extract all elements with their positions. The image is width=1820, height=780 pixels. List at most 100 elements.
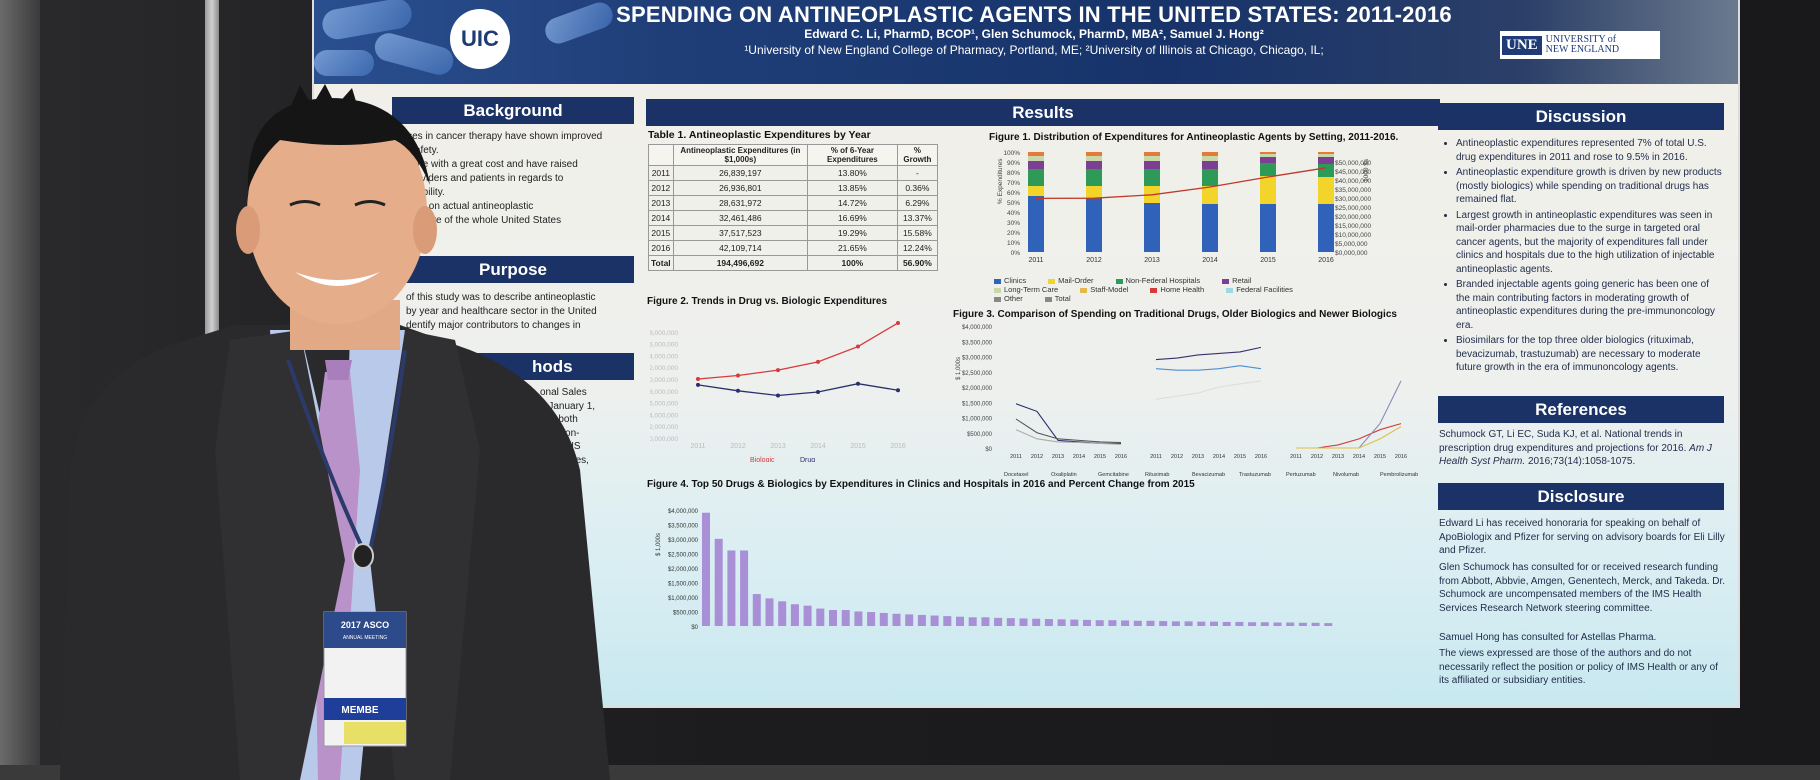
stacked-bar-segment <box>1260 152 1276 154</box>
series-line <box>1296 380 1402 449</box>
y-tick-label: $6,000,000 <box>650 401 678 408</box>
table-header-cell: Antineoplastic Expenditures (in $1,000s) <box>672 144 809 166</box>
x-tick-label: 2016 <box>1115 454 1127 460</box>
table-cell: 26,839,197 <box>672 165 809 181</box>
legend-item: Trastuzumab <box>1239 472 1271 478</box>
table-cell: 100% <box>807 255 898 271</box>
x-tick-label: 2014 <box>1073 454 1085 460</box>
discussion-item: Largest growth in antineoplastic expendi… <box>1456 209 1724 277</box>
y2-tick-label: $0,000,000 <box>1335 250 1368 257</box>
y-tick-label: $3,000,000 <box>668 538 699 544</box>
x-tick-label: 2015 <box>1374 454 1386 460</box>
stacked-bar-segment <box>1086 186 1102 198</box>
y-tick-label: $1,500,000 <box>668 581 699 587</box>
poster-title: SPENDING ON ANTINEOPLASTIC AGENTS IN THE… <box>616 2 1452 27</box>
bar <box>1248 622 1257 626</box>
bar <box>867 612 876 626</box>
y-axis-label: % Expenditures <box>997 158 1004 204</box>
series-line <box>1015 403 1121 444</box>
stacked-bar-segment <box>1318 157 1334 164</box>
bar <box>994 617 1003 626</box>
stacked-bar-segment <box>1028 152 1044 156</box>
biologic-line-point <box>856 344 860 349</box>
y-tick-label: $16,000,000 <box>650 342 678 349</box>
stacked-bar-segment <box>1260 154 1276 157</box>
bar <box>1298 622 1307 626</box>
y-axis-label: $ 1,000s <box>956 357 962 380</box>
legend-item: Non-Federal Hospitals <box>1115 276 1200 285</box>
methods-line: onal Sales <box>540 387 587 398</box>
y-tick-label: $4,000,000 <box>962 325 993 331</box>
table-cell: 2015 <box>648 225 674 241</box>
table-cell: 37,517,523 <box>672 225 809 241</box>
y2-tick-label: $35,000,000 <box>1335 187 1372 194</box>
bar <box>956 616 964 626</box>
stacked-bar-segment <box>1144 156 1160 161</box>
y-tick-label: $2,500,000 <box>962 371 993 377</box>
biologic-line-point <box>816 359 820 364</box>
table-cell: 21.65% <box>807 240 898 256</box>
series-line <box>1155 365 1262 371</box>
table-cell: 6.29% <box>896 195 939 211</box>
figure1-stacked-bar-chart: 0% $0,000,000 10% $5,000,000 20% $10,000,000 3… <box>997 150 1372 264</box>
bar <box>968 617 977 626</box>
discussion-header: Discussion <box>1438 103 1724 130</box>
table-header-cell: % of 6-Year Expenditures <box>807 144 898 166</box>
x-tick-label: 2013 <box>770 443 786 450</box>
x-tick-label: 2013 <box>1192 454 1204 460</box>
bar <box>778 601 787 626</box>
bar <box>930 615 939 626</box>
purpose-text: of this study was to describe antineopla… <box>406 291 636 333</box>
stacked-bar-segment <box>1202 204 1218 252</box>
legend-item: Other <box>994 294 1023 303</box>
y2-tick-label: $45,000,000 <box>1335 169 1372 176</box>
bar <box>1057 619 1066 626</box>
y-tick-label: 40% <box>1007 210 1020 217</box>
poster-authors: Edward C. Li, PharmD, BCOP¹, Glen Schumo… <box>804 27 1264 41</box>
y2-tick-label: $30,000,000 <box>1335 196 1372 203</box>
stacked-bar-segment <box>1202 161 1218 169</box>
disclosure-paragraph: Glen Schumock has consulted for or recei… <box>1439 562 1726 614</box>
drug-line-point <box>776 393 780 398</box>
discussion-item: Antineoplastic expenditure growth is dri… <box>1456 166 1724 207</box>
discussion-item: Antineoplastic expenditures represented … <box>1456 137 1724 164</box>
bar <box>1083 619 1091 626</box>
biologic-line-point <box>696 377 700 381</box>
figure2-line-chart: $0,000,000 $2,000,000 $4,000,000 $6,000,000… <box>650 320 906 462</box>
bar <box>1095 620 1104 626</box>
table-cell: 15.58% <box>896 225 939 241</box>
table-cell: 14.72% <box>807 195 898 211</box>
table-cell: Total <box>648 255 674 271</box>
y-tick-label: 30% <box>1007 220 1020 227</box>
bar <box>905 614 914 626</box>
x-tick-label: 2016 <box>1395 454 1407 460</box>
disclosure-header: Disclosure <box>1438 483 1724 510</box>
figure1-legend: Clinics Mail-Order Non-Federal Hospitals Re… <box>994 276 1344 303</box>
y-tick-label: $0 <box>691 625 698 631</box>
stacked-bar-segment <box>1086 161 1102 169</box>
x-tick-label: 2011 <box>1028 257 1043 264</box>
expenditures-table: Antineoplastic Expenditures (in $1,000s)… <box>648 144 939 271</box>
references-header: References <box>1438 396 1724 423</box>
une-logo: UNE UNIVERSITY of NEW ENGLAND <box>1500 31 1660 59</box>
legend-item: Clinics <box>994 276 1026 285</box>
table-cell: 19.29% <box>807 225 898 241</box>
y-tick-label: $12,000,000 <box>650 365 678 372</box>
drug-line-point <box>856 381 860 386</box>
table-cell: 28,631,972 <box>672 195 809 211</box>
figure4-title: Figure 4. Top 50 Drugs & Biologics by Ex… <box>647 479 1195 490</box>
stacked-bar-segment <box>1260 204 1276 252</box>
x-tick-label: 2015 <box>1234 454 1246 460</box>
poster-banner: UIC SPENDING ON ANTINEOPLASTIC AGENTS IN… <box>314 0 1738 84</box>
drug-line-point <box>736 388 740 393</box>
y-tick-label: $18,000,000 <box>650 330 678 337</box>
drug-line-point <box>696 382 700 387</box>
legend-item: Gemcitabine <box>1098 472 1129 478</box>
bar <box>1159 621 1168 626</box>
poster-affiliations: ¹University of New England College of Ph… <box>744 43 1324 57</box>
legend-item: Home Health <box>1150 285 1204 294</box>
y-tick-label: $3,500,000 <box>668 523 699 529</box>
x-tick-label: 2011 <box>690 443 705 450</box>
x-tick-label: 2011 <box>1150 454 1162 460</box>
x-tick-label: 2012 <box>1311 454 1323 460</box>
